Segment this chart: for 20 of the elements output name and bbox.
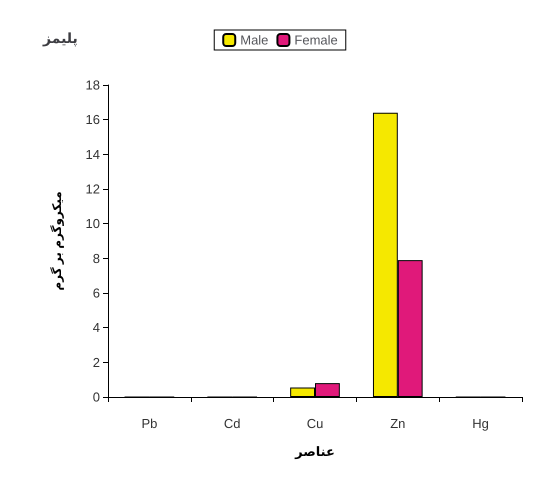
y-tick-label: 0 [92, 390, 100, 404]
x-tick-label: Pb [141, 416, 158, 431]
y-tick-label: 16 [86, 112, 100, 128]
x-axis-title: عناصر [294, 444, 335, 460]
y-tick-label: 6 [92, 286, 100, 300]
legend-label: Male [240, 32, 268, 48]
x-tick-label: Cu [306, 416, 324, 431]
y-axis-title: میکروگرم بر گرم [50, 191, 64, 291]
chart-title: پلیمز [42, 30, 78, 47]
y-tick-label: 18 [86, 78, 100, 92]
x-tick-label: Cd [224, 416, 241, 431]
y-tick-label: 14 [86, 146, 100, 162]
x-tick-label: Zn [390, 416, 406, 431]
y-tick-label: 2 [92, 354, 100, 370]
y-tick-label: 12 [86, 182, 100, 196]
y-tick-label: 8 [92, 250, 100, 266]
legend-label: Female [294, 32, 338, 48]
x-tick-label: Hg [472, 416, 489, 431]
y-tick-label: 4 [92, 320, 100, 336]
y-tick-label: 10 [86, 216, 100, 232]
